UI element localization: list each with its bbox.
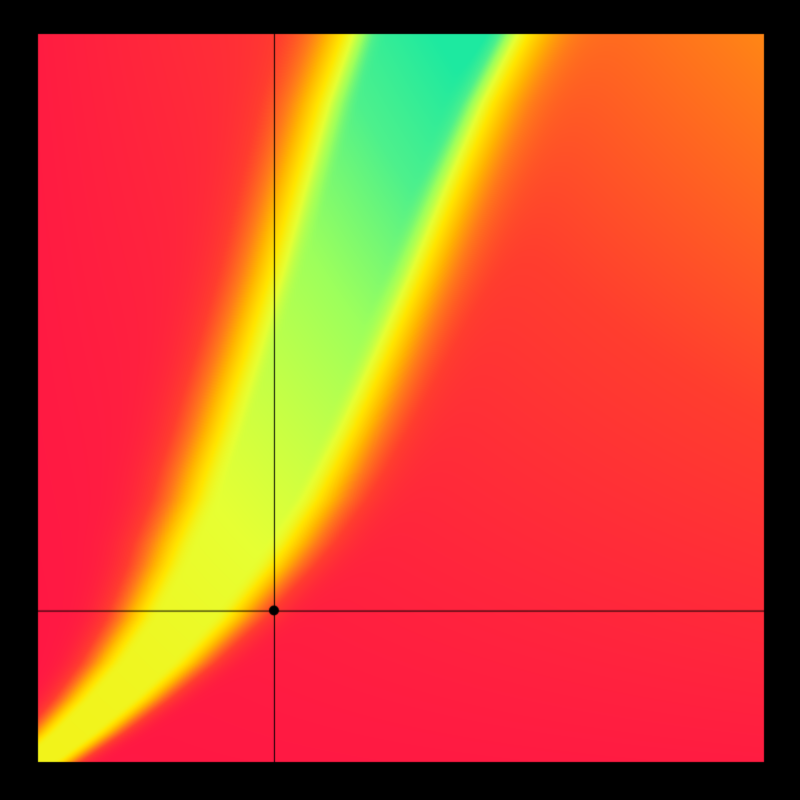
heatmap-plot [0,0,800,800]
